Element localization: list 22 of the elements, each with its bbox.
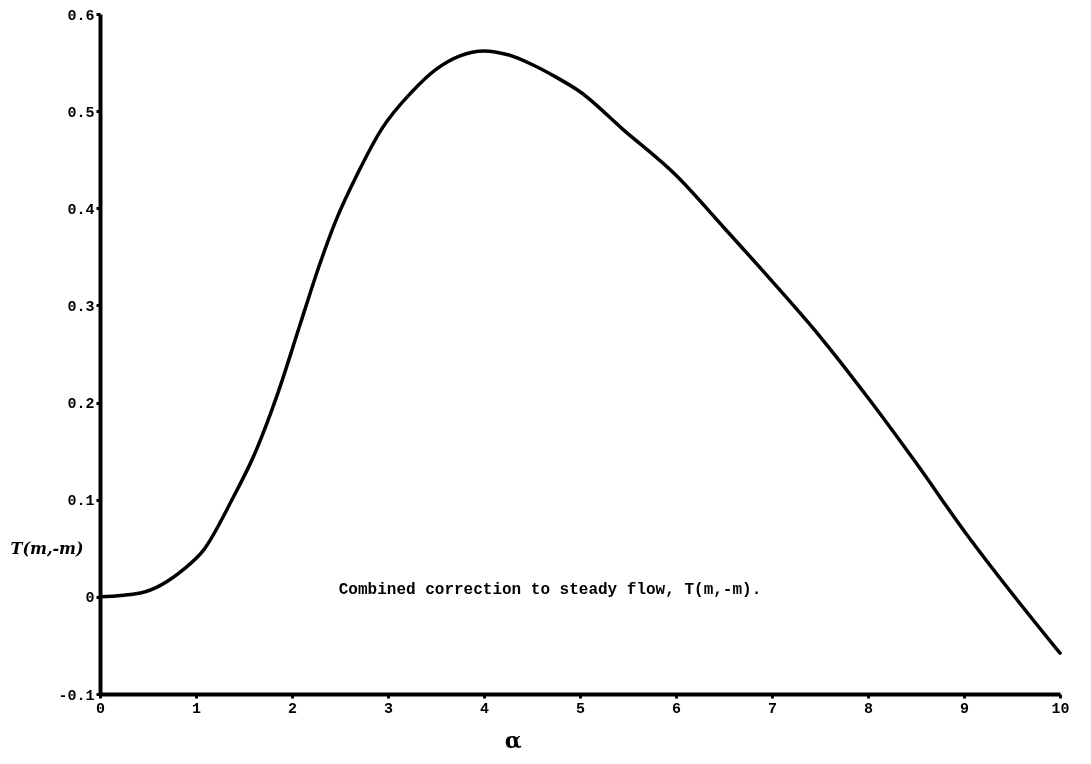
y-tick-label: 0.2 <box>67 396 95 414</box>
x-tick-label: 8 <box>863 700 874 718</box>
x-axis-title: α <box>504 726 522 753</box>
x-tick-label: 9 <box>959 700 970 718</box>
x-tick-label: 4 <box>479 700 490 718</box>
y-tick-label: 0.4 <box>67 201 95 219</box>
x-tick-label: 7 <box>767 700 778 718</box>
y-tick-label: 0 <box>85 590 95 608</box>
y-tick-label: 0.3 <box>67 298 95 316</box>
x-tick-label: 0 <box>95 700 106 718</box>
x-tick-label: 5 <box>575 700 586 718</box>
y-tick-label: 0.1 <box>67 493 95 511</box>
y-tick-label: 0.6 <box>67 7 95 25</box>
y-tick-label: -0.1 <box>58 687 95 705</box>
x-tick-label: 6 <box>671 700 682 718</box>
x-tick-label: 3 <box>383 700 394 718</box>
x-tick-label: 1 <box>191 700 202 718</box>
annotation: Combined correction to steady flow, T(m,-m). <box>338 580 762 599</box>
x-tick-label: 2 <box>287 700 298 718</box>
x-tick-label: 10 <box>1051 700 1070 718</box>
y-axis-title: T(m,-m) <box>10 538 84 558</box>
y-tick-label: 0.5 <box>67 104 95 122</box>
